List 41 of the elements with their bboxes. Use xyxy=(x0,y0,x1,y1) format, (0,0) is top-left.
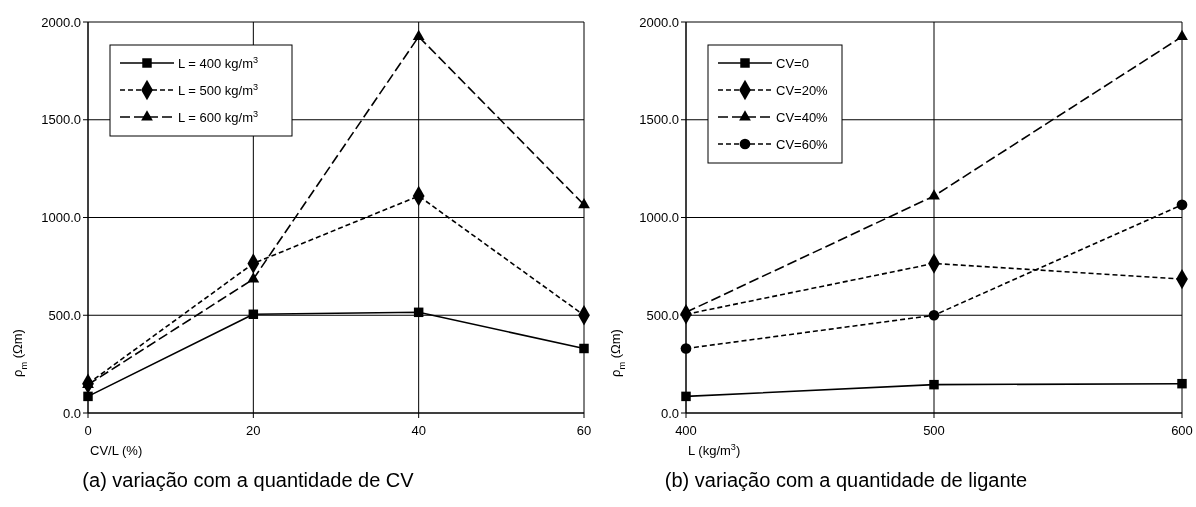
y-tick-label: 1500.0 xyxy=(639,112,679,128)
point xyxy=(247,272,260,283)
legend-label: CV=20% xyxy=(776,82,829,98)
x-tick-label: 400 xyxy=(675,423,697,438)
x-tick-label: 0 xyxy=(84,423,92,438)
point xyxy=(83,391,93,402)
y-tick-label: 1500.0 xyxy=(41,112,81,128)
legend-label: L = 500 kg/m$^{3}$ xyxy=(178,81,259,98)
x-tick-label: 60 xyxy=(576,423,592,438)
x-tick-label: 40 xyxy=(411,423,426,438)
x-tick-label: 20 xyxy=(246,423,261,438)
y-tick-label: 2000.0 xyxy=(41,14,81,30)
y-tick-label: 1000.0 xyxy=(41,210,81,226)
y-tick-label: 2000.0 xyxy=(639,14,679,30)
y-tick-label: 1000.0 xyxy=(639,210,679,226)
point xyxy=(578,198,590,209)
point xyxy=(1177,378,1187,389)
point xyxy=(1176,199,1188,211)
y-tick-label: 0.0 xyxy=(660,405,679,421)
point xyxy=(929,379,939,390)
y-tick-label: 500.0 xyxy=(48,307,81,323)
point xyxy=(413,307,424,318)
y-tick-label: 0.0 xyxy=(62,405,81,421)
x-tick-label: 600 xyxy=(1171,423,1193,438)
point xyxy=(579,343,589,354)
legend-label: CV=60% xyxy=(776,136,829,152)
legend-label: CV=40% xyxy=(776,109,829,125)
x-tick-label: 500 xyxy=(923,423,945,438)
point xyxy=(928,309,940,321)
point xyxy=(248,309,259,320)
x-axis-title: L (kg/m$^{3}$) xyxy=(688,442,741,458)
text: (a) variação com a quantidade de CV xyxy=(82,469,415,491)
legend-label: CV=0 xyxy=(776,55,809,71)
legend-label: L = 600 kg/m$^{3}$ xyxy=(178,108,259,125)
text: (b) variação com a quantidade de ligante xyxy=(664,469,1028,491)
x-axis-title: CV/L (%) xyxy=(90,443,143,458)
point xyxy=(412,29,425,41)
point xyxy=(681,391,691,402)
point xyxy=(680,343,692,354)
y-tick-label: 500.0 xyxy=(646,307,679,323)
legend-label: L = 400 kg/m$^{3}$ xyxy=(178,54,259,71)
